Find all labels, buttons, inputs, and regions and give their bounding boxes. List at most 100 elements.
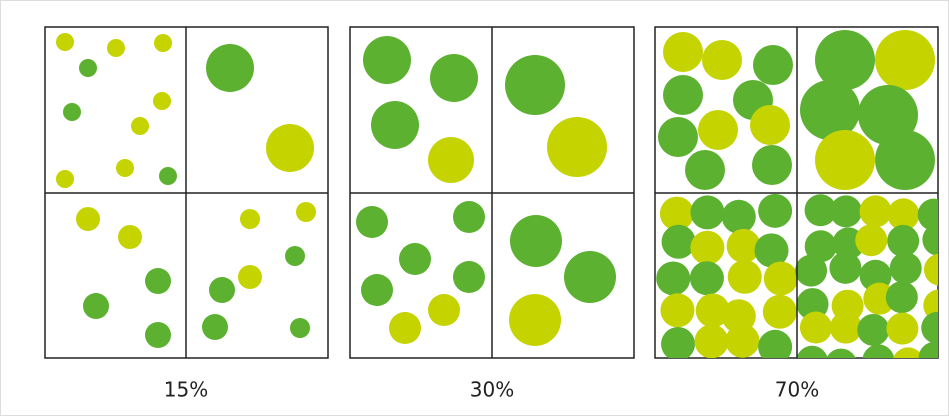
circle: [829, 251, 862, 284]
circle: [750, 105, 790, 145]
circle: [661, 224, 696, 259]
circle: [145, 322, 171, 348]
circle: [826, 348, 856, 358]
circle: [923, 253, 938, 286]
panel-circles: [356, 36, 616, 346]
circle: [661, 327, 696, 358]
circle: [63, 103, 81, 121]
circle: [804, 230, 837, 263]
circle: [796, 345, 828, 358]
circle: [758, 193, 793, 228]
circle: [815, 30, 875, 90]
circle: [453, 261, 485, 293]
circle: [726, 228, 761, 263]
circle: [887, 224, 920, 257]
circle: [118, 225, 142, 249]
circle: [399, 243, 431, 275]
circle: [889, 252, 922, 285]
circle: [206, 44, 254, 92]
circle: [804, 194, 837, 227]
circle: [690, 230, 725, 265]
circle: [296, 202, 316, 222]
circle: [505, 55, 565, 115]
panel-circles: [56, 33, 316, 348]
circle: [875, 130, 935, 190]
circle: [356, 206, 388, 238]
circles: [56, 30, 938, 358]
circle: [917, 198, 938, 231]
circle: [266, 124, 314, 172]
circle: [862, 344, 895, 358]
circle: [799, 311, 832, 344]
circle: [159, 167, 177, 185]
circle: [721, 199, 756, 234]
circle: [855, 224, 888, 257]
circle: [363, 36, 411, 84]
circle: [658, 117, 698, 157]
circle: [857, 313, 890, 346]
circle: [885, 281, 918, 314]
circle: [453, 201, 485, 233]
circle: [107, 39, 125, 57]
circle: [753, 45, 793, 85]
panel-label: 30%: [470, 378, 514, 402]
circle: [660, 293, 695, 328]
circle: [858, 85, 918, 145]
circle: [238, 265, 262, 289]
circle: [702, 40, 742, 80]
circle: [796, 288, 829, 321]
circle: [76, 207, 100, 231]
circle: [795, 254, 828, 287]
circle: [371, 101, 419, 149]
circle: [240, 209, 260, 229]
circle: [685, 150, 725, 190]
circle: [361, 274, 393, 306]
dividers: [45, 27, 938, 358]
circle: [428, 294, 460, 326]
circle: [145, 268, 171, 294]
circle: [829, 195, 862, 228]
circle: [800, 80, 860, 140]
circle: [725, 323, 760, 358]
circle: [547, 117, 607, 177]
circle: [389, 312, 421, 344]
circle: [83, 293, 109, 319]
circle: [829, 311, 862, 344]
circle: [564, 251, 616, 303]
circle: [209, 277, 235, 303]
circle: [116, 159, 134, 177]
panel-label: 15%: [164, 378, 208, 402]
circle: [510, 215, 562, 267]
circle: [690, 195, 725, 230]
circle: [56, 33, 74, 51]
circle: [922, 223, 938, 256]
circle: [428, 137, 474, 183]
circle: [153, 92, 171, 110]
circle: [285, 246, 305, 266]
circle: [694, 324, 729, 358]
circle: [875, 30, 935, 90]
circle: [893, 347, 924, 358]
circle: [921, 311, 938, 344]
circle: [656, 261, 691, 296]
circle: [762, 294, 797, 329]
circle: [659, 196, 694, 231]
circle: [56, 170, 74, 188]
circle: [695, 293, 730, 328]
circle: [663, 32, 703, 72]
panel-label: 70%: [775, 378, 819, 402]
circle: [154, 34, 172, 52]
circle: [918, 341, 938, 358]
circle: [689, 261, 724, 296]
circle: [698, 110, 738, 150]
circle: [758, 329, 793, 358]
circle: [886, 312, 919, 345]
circle: [79, 59, 97, 77]
circle: [202, 314, 228, 340]
panel-circles: [656, 30, 938, 358]
circle: [727, 259, 762, 294]
circle: [859, 195, 892, 228]
circle: [663, 75, 703, 115]
